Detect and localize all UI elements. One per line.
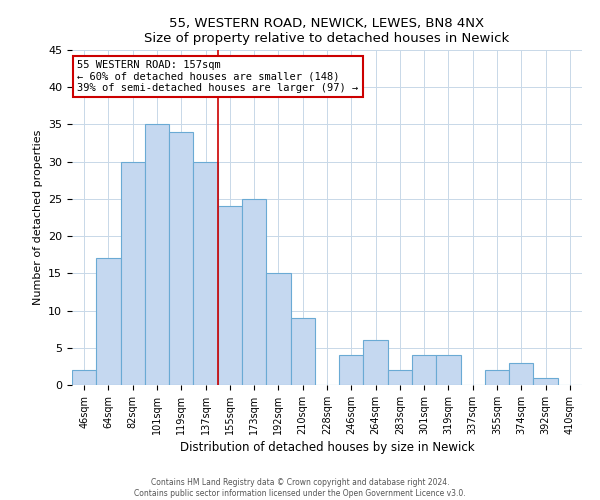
Bar xyxy=(290,318,315,385)
Bar xyxy=(193,162,218,385)
Bar xyxy=(533,378,558,385)
Bar xyxy=(509,362,533,385)
Bar xyxy=(436,355,461,385)
Bar xyxy=(96,258,121,385)
Bar xyxy=(364,340,388,385)
Bar xyxy=(145,124,169,385)
Bar xyxy=(485,370,509,385)
Bar xyxy=(339,355,364,385)
Text: 55 WESTERN ROAD: 157sqm
← 60% of detached houses are smaller (148)
39% of semi-d: 55 WESTERN ROAD: 157sqm ← 60% of detache… xyxy=(77,60,358,93)
Title: 55, WESTERN ROAD, NEWICK, LEWES, BN8 4NX
Size of property relative to detached h: 55, WESTERN ROAD, NEWICK, LEWES, BN8 4NX… xyxy=(145,16,509,44)
Bar xyxy=(218,206,242,385)
Text: Contains HM Land Registry data © Crown copyright and database right 2024.
Contai: Contains HM Land Registry data © Crown c… xyxy=(134,478,466,498)
Y-axis label: Number of detached properties: Number of detached properties xyxy=(32,130,43,305)
Bar xyxy=(242,199,266,385)
Bar xyxy=(72,370,96,385)
Bar xyxy=(388,370,412,385)
Bar xyxy=(169,132,193,385)
Bar xyxy=(266,274,290,385)
Bar xyxy=(121,162,145,385)
Bar xyxy=(412,355,436,385)
X-axis label: Distribution of detached houses by size in Newick: Distribution of detached houses by size … xyxy=(179,441,475,454)
